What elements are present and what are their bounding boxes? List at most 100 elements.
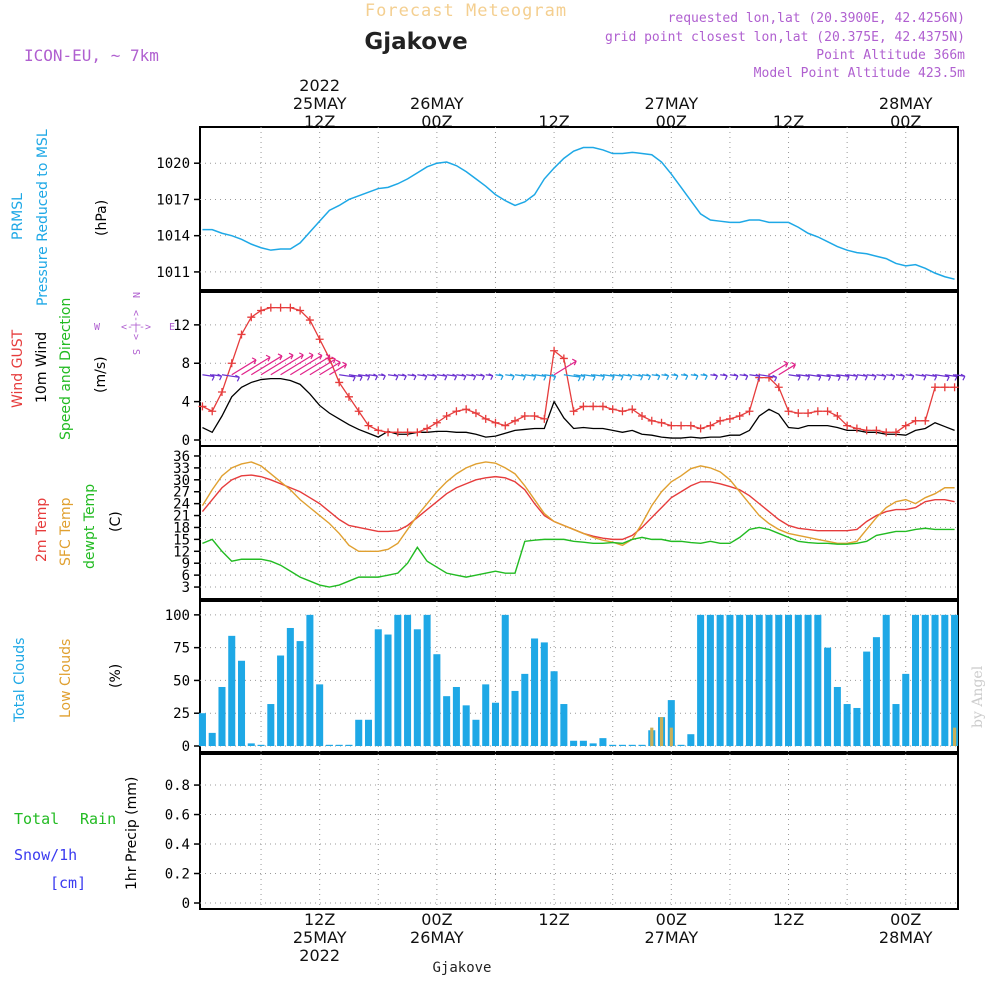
wind-gust-marker [471, 409, 480, 418]
wind-gust-marker [628, 405, 637, 414]
wind-direction-arrowhead [826, 374, 832, 381]
temperature-ytick-label: 33 [173, 461, 190, 477]
wind-direction-arrowhead [702, 373, 708, 380]
wind-direction-arrow [944, 374, 958, 378]
wind-direction-arrowhead [480, 373, 485, 381]
total-cloud-bar [423, 614, 431, 746]
wind-ytick-label: 12 [173, 318, 190, 334]
wind-direction-arrow [583, 374, 596, 378]
wind-gust-marker [794, 409, 803, 418]
temperature-ytick-label: 18 [173, 520, 190, 536]
wind-direction-arrowhead [871, 373, 877, 381]
wind-direction-arrowhead [638, 373, 644, 381]
pressure-frame [199, 126, 959, 291]
wind-direction-arrowhead [373, 373, 378, 381]
temperature-frame [199, 445, 959, 600]
wind-direction-arrowhead [580, 373, 586, 381]
total-cloud-bar [843, 704, 851, 746]
wind-direction-arrowhead [401, 373, 407, 381]
total-cloud-bar [433, 654, 441, 746]
wind-direction-arrow [202, 374, 215, 378]
wind-ytick-label: 8 [182, 356, 190, 372]
wind-direction-arrowhead [816, 374, 822, 381]
total-cloud-bar [609, 744, 617, 746]
wind-direction-arrowhead [853, 373, 859, 381]
wind-gust-marker [862, 426, 871, 435]
wind-direction-arrowhead [308, 352, 314, 360]
wind-gust-marker [481, 414, 490, 423]
wind-gust-marker [374, 426, 383, 435]
wind-gust-marker [354, 407, 363, 416]
wind-direction-arrow [270, 354, 304, 376]
temperature-ytick-label: 3 [182, 580, 190, 596]
wind-direction-arrowhead [600, 373, 605, 381]
wind-gust-marker [520, 412, 529, 421]
wind-direction-arrow [563, 374, 581, 378]
wind-direction-arrowhead [722, 373, 728, 381]
total-cloud-bar [325, 744, 333, 746]
wind-direction-arrowhead [342, 361, 348, 369]
wind-gust-marker [657, 418, 666, 427]
total-cloud-bar [863, 651, 871, 746]
wind-direction-arrowhead [791, 362, 796, 369]
wind-direction-arrow [329, 363, 347, 376]
wind-gust-marker [296, 306, 305, 315]
low-cloud-bar [669, 727, 673, 746]
total-cloud-bar [521, 673, 529, 746]
wind-direction-arrow [241, 356, 271, 376]
wind-gust-marker [335, 378, 344, 387]
total-cloud-bar [208, 732, 216, 746]
wind-gust-marker [833, 412, 842, 421]
compass-e: E [169, 322, 175, 333]
total-cloud-bar [560, 704, 568, 746]
wind-gust-marker [227, 359, 236, 368]
total-cloud-bar [589, 743, 597, 746]
wind-gust-marker [804, 409, 813, 418]
wind-gust-marker [305, 316, 314, 325]
total-cloud-bar [628, 744, 636, 746]
wind-direction-arrowhead [452, 373, 458, 381]
wind-10m-line [202, 377, 955, 439]
wind-direction-arrowhead [277, 353, 283, 361]
temperature-ytick-label: 30 [173, 473, 190, 489]
wind-gust-marker [237, 330, 246, 339]
time-label: 2022 [299, 946, 340, 965]
wind-direction-arrowhead [488, 373, 494, 381]
wind-direction-arrowhead [298, 352, 304, 360]
wind-direction-arrowhead [590, 373, 596, 381]
time-label: 25MAY [293, 94, 347, 113]
wind-gust-marker [706, 421, 715, 430]
wind-direction-arrow [231, 359, 257, 376]
wind-direction-arrow [837, 374, 850, 378]
wind-direction-arrow [934, 374, 950, 378]
wind-gust-marker [638, 412, 647, 421]
clouds-ytick-label: 0 [182, 739, 190, 755]
wind-direction-arrow [788, 374, 801, 378]
precip-axis-label: 1hr Precip (mm) [124, 777, 140, 890]
wind-gust-marker [530, 412, 539, 421]
wind-direction-arrowhead [265, 354, 271, 362]
precip-chart: 0 0.2 0.4 0.6 0.8 [165, 753, 959, 912]
total-cloud-bar [755, 614, 763, 746]
wind-direction-arrowhead [609, 373, 615, 381]
total-cloud-bar [296, 641, 304, 746]
total-cloud-bar [198, 713, 206, 746]
wind-gust-marker [608, 405, 617, 414]
wind-gust-marker [784, 407, 793, 416]
wind-gust-marker [393, 428, 402, 437]
wind-direction-arrow [309, 358, 336, 376]
total-cloud-bar [697, 614, 705, 746]
wind-gust-marker [667, 421, 676, 430]
wind-gust-marker [550, 346, 559, 355]
precip-snow-label: Snow/1h [14, 846, 77, 864]
footer-location: Gjakove [432, 960, 491, 976]
wind-gust-marker [891, 428, 900, 437]
total-cloud-bar [501, 614, 509, 746]
total-cloud-bar [472, 719, 480, 746]
wind-direction-arrowhead [381, 373, 386, 381]
low-clouds-label: Low Clouds [58, 639, 74, 718]
wind-gust-marker [217, 388, 226, 397]
wind-direction-arrow [778, 364, 796, 376]
wind-gust-marker [208, 407, 217, 416]
